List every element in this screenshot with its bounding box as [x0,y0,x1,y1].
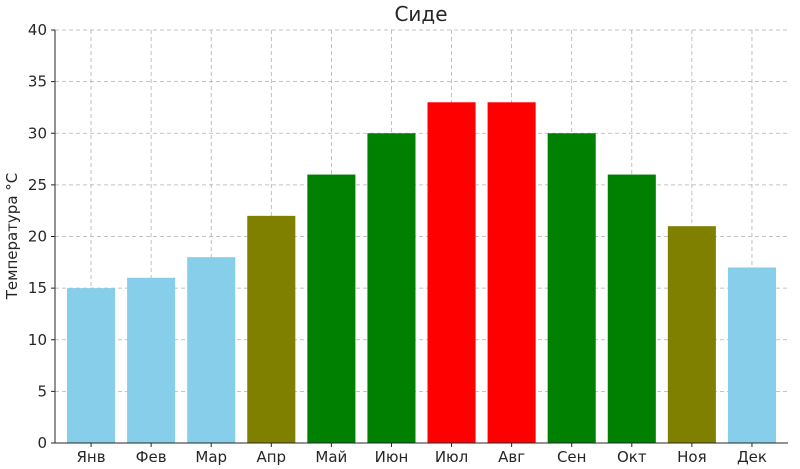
x-tick-label: Янв [77,448,106,466]
y-tick-label: 0 [37,434,47,452]
x-tick-label: Фев [136,448,167,466]
x-tick-label: Июн [375,448,409,466]
bar-3 [187,257,236,443]
y-tick-label: 20 [28,228,47,246]
y-tick-label: 40 [28,21,47,39]
bar-11 [667,226,716,443]
bar-4 [247,215,296,443]
bar-12 [727,267,776,443]
x-tick-label: Июл [435,448,468,466]
bar-9 [547,133,596,443]
bars [67,102,776,444]
bar-5 [307,174,356,444]
x-tick-label: Авг [498,448,525,466]
y-tick-label: 10 [28,331,47,349]
y-tick-label: 25 [28,176,47,194]
bar-6 [367,133,416,443]
x-tick-label: Май [315,448,347,466]
bar-2 [127,277,176,443]
x-tick-label: Дек [737,448,767,466]
y-tick-label: 15 [28,279,47,297]
bar-1 [67,288,116,443]
x-tick-label: Окт [617,448,647,466]
x-tick-labels: Янв Фев Мар Апр Май Июн Июл Авг Сен Окт Ноя Дек [77,443,767,466]
y-axis-label: Температура °C [3,173,21,301]
x-tick-label: Сен [557,448,587,466]
chart-title: Сиде [394,2,447,26]
x-tick-label: Ноя [677,448,706,466]
x-tick-label: Мар [195,448,227,466]
bar-8 [487,102,536,444]
y-tick-labels: 0 5 10 15 20 25 30 35 40 [28,21,55,452]
y-tick-label: 5 [37,382,47,400]
y-tick-label: 30 [28,124,47,142]
bar-10 [607,174,656,444]
bar-7 [427,102,476,444]
x-tick-label: Апр [256,448,286,466]
y-tick-label: 35 [28,73,47,91]
